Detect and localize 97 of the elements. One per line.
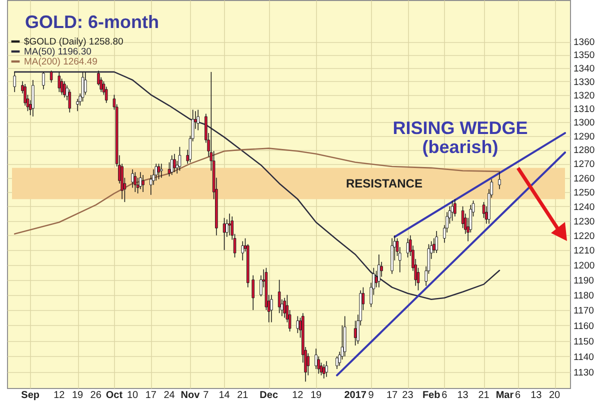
annotation: RISING WEDGE bbox=[392, 118, 528, 138]
x-tick-label: Feb bbox=[422, 390, 440, 401]
candlestick bbox=[58, 72, 61, 92]
candlestick bbox=[160, 163, 163, 178]
x-tick-label: 20 bbox=[548, 390, 561, 401]
candlestick bbox=[283, 297, 286, 318]
y-tick-label: 1170 bbox=[574, 306, 594, 317]
y-tick-label: 1150 bbox=[574, 336, 594, 348]
candlestick bbox=[178, 146, 182, 172]
x-tick-label: 10 bbox=[126, 390, 139, 401]
x-tick-label: 9 bbox=[368, 390, 374, 401]
x-tick-label: 21 bbox=[478, 390, 490, 401]
candlestick bbox=[252, 274, 255, 310]
legend-label: MA(50) 1196.30 bbox=[24, 46, 92, 58]
candlestick bbox=[241, 240, 244, 261]
x-tick-label: 6 bbox=[442, 390, 448, 401]
band-label: RESISTANCE bbox=[346, 176, 422, 191]
y-tick-label: 1270 bbox=[574, 159, 595, 170]
candlestick bbox=[139, 172, 142, 190]
y-tick-label: 1310 bbox=[574, 104, 595, 115]
x-tick-label: 7 bbox=[203, 390, 210, 401]
y-tick-label: 1320 bbox=[574, 90, 595, 102]
x-tick-label: 13 bbox=[530, 390, 542, 401]
candlestick bbox=[173, 153, 176, 173]
candlestick bbox=[131, 168, 134, 188]
candlestick bbox=[81, 72, 84, 102]
y-tick-label: 1140 bbox=[574, 352, 594, 363]
y-tick-label: 1220 bbox=[574, 230, 595, 242]
candlestick bbox=[154, 163, 158, 182]
y-tick-label: 1260 bbox=[574, 173, 595, 184]
y-tick-label: 1300 bbox=[574, 118, 595, 129]
candlestick bbox=[50, 70, 53, 84]
x-tick-label: 19 bbox=[72, 390, 84, 401]
y-tick-label: 1200 bbox=[574, 260, 595, 272]
y-tick-label: 1250 bbox=[574, 188, 595, 199]
text: GOLD: 6-month bbox=[25, 12, 159, 32]
y-tick-label: 1130 bbox=[574, 368, 594, 379]
x-tick-label: Mar bbox=[496, 390, 514, 401]
y-tick-label: 1290 bbox=[574, 131, 595, 142]
candlestick bbox=[454, 198, 456, 217]
x-tick-label: 2017 bbox=[344, 390, 367, 401]
candlestick bbox=[196, 109, 200, 131]
x-tick-label: Oct bbox=[106, 390, 124, 401]
candlestick bbox=[32, 80, 34, 117]
x-tick-label: Nov bbox=[180, 390, 200, 401]
candlestick bbox=[306, 352, 310, 376]
candlestick bbox=[84, 72, 87, 96]
x-tick-label: Dec bbox=[260, 390, 278, 401]
candlestick bbox=[270, 294, 273, 323]
candlestick bbox=[450, 200, 454, 222]
candlestick bbox=[322, 364, 326, 379]
candlestick bbox=[278, 279, 281, 314]
y-tick-label: 1160 bbox=[574, 320, 594, 332]
annotation: (bearish) bbox=[422, 137, 498, 157]
candlestick bbox=[13, 72, 16, 92]
x-tick-label: 17 bbox=[145, 390, 157, 401]
candlestick bbox=[406, 238, 410, 258]
y-tick-label: 1330 bbox=[574, 76, 595, 88]
y-tick-label: 1190 bbox=[574, 275, 594, 286]
candlestick bbox=[228, 213, 231, 236]
candlestick bbox=[157, 163, 160, 180]
y-tick-label: 1180 bbox=[574, 290, 594, 302]
y-tick-label: 1280 bbox=[574, 145, 595, 156]
x-tick-label: 17 bbox=[386, 390, 398, 401]
candlestick bbox=[170, 154, 174, 176]
x-tick-label: 6 bbox=[515, 390, 522, 401]
candlestick bbox=[325, 360, 328, 378]
candlestick bbox=[354, 320, 357, 346]
x-tick-label: 14 bbox=[218, 390, 230, 401]
y-tick-label: 1360 bbox=[574, 37, 595, 48]
candlestick bbox=[378, 254, 380, 288]
x-tick-label: 21 bbox=[237, 390, 249, 401]
candlestick bbox=[68, 88, 72, 113]
candlestick bbox=[63, 80, 66, 98]
y-tick-label: 1240 bbox=[574, 202, 595, 213]
x-tick-label: 24 bbox=[164, 390, 176, 401]
legend-label: $GOLD (Daily) 1258.80 bbox=[24, 36, 124, 48]
candlestick bbox=[222, 218, 226, 250]
y-tick-label: 1230 bbox=[574, 216, 595, 228]
y-tick-label: 1350 bbox=[574, 50, 595, 62]
x-tick-label: 12 bbox=[292, 390, 304, 401]
candlestick bbox=[134, 172, 137, 192]
candlestick bbox=[142, 174, 144, 192]
y-tick-label: 1340 bbox=[574, 63, 595, 74]
x-tick-label: 26 bbox=[90, 390, 102, 401]
candlestick bbox=[498, 172, 501, 190]
candlestick bbox=[314, 348, 318, 370]
candlestick bbox=[435, 230, 438, 254]
x-tick-label: 19 bbox=[310, 390, 322, 401]
x-tick-label: 23 bbox=[402, 390, 414, 401]
x-tick-label: 13 bbox=[457, 390, 469, 401]
x-tick-label: 12 bbox=[54, 390, 66, 401]
y-tick-label: 1210 bbox=[574, 246, 595, 257]
x-tick-label: Sep bbox=[21, 390, 40, 401]
legend-label: MA(200) 1264.49 bbox=[24, 56, 98, 68]
candlestick bbox=[42, 72, 45, 90]
candlestick bbox=[296, 316, 300, 334]
